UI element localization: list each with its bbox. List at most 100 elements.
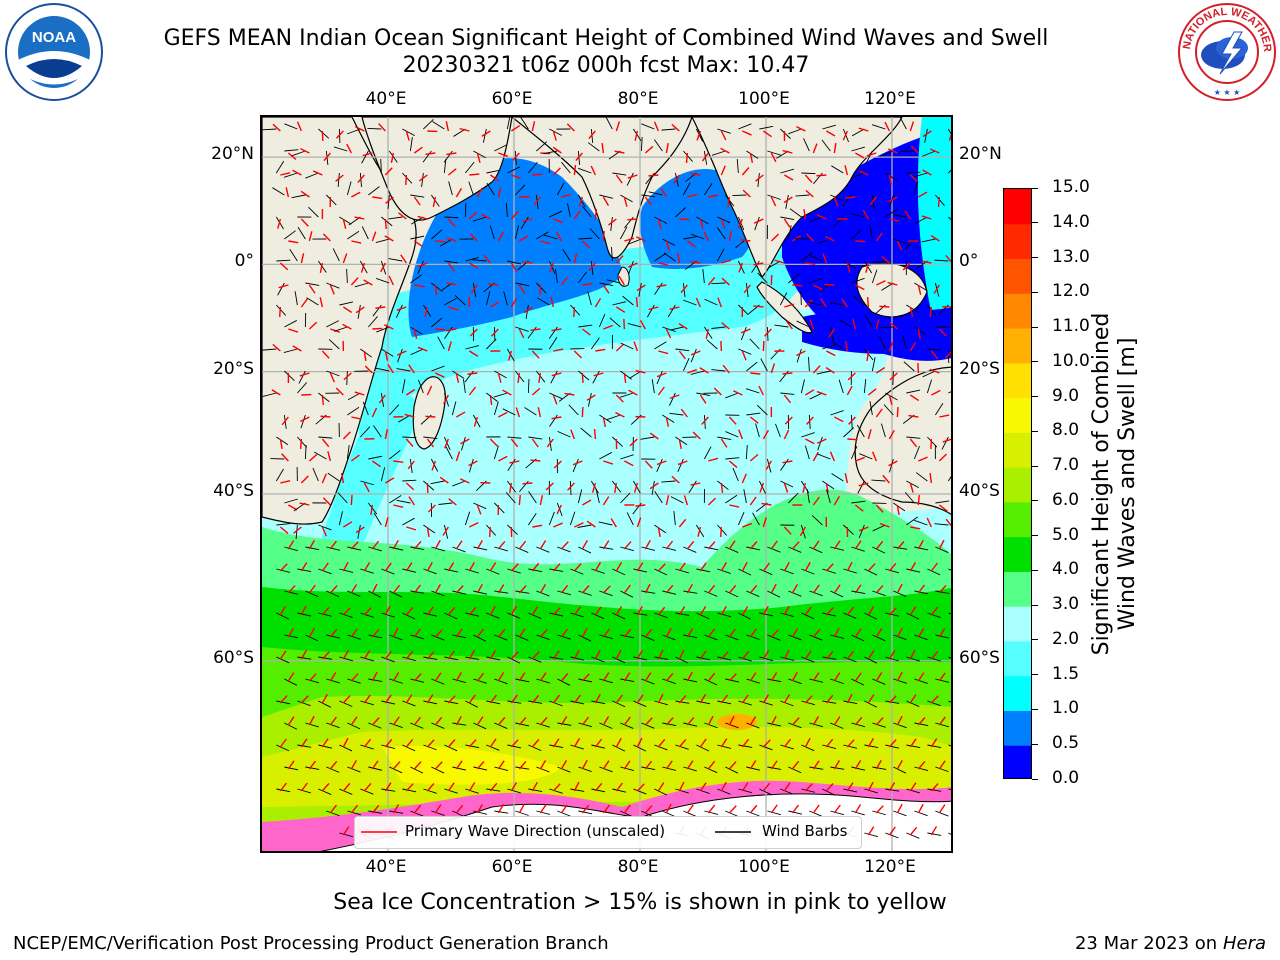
wave-direction-arrow [279,262,289,271]
wind-barb [829,302,844,306]
wind-barb [570,656,585,661]
wave-direction-arrow [603,460,614,465]
wind-barb [368,186,380,196]
wave-direction-arrow [623,541,632,550]
wind-barb [570,612,584,618]
wind-barb [326,590,340,598]
wind-barb [361,150,369,164]
wave-direction-arrow [952,395,953,399]
wave-direction-arrow [833,196,839,207]
wind-barb [927,700,941,707]
wave-direction-arrow [581,716,590,726]
wave-direction-arrow [657,606,666,616]
wave-direction-arrow [539,717,548,726]
wind-barb [465,700,479,708]
wave-direction-arrow [279,695,288,704]
wave-direction-arrow [855,240,866,243]
wave-direction-arrow [761,502,772,506]
wave-direction-arrow [728,628,736,638]
wave-direction-arrow [707,276,716,286]
wind-barb [612,568,626,576]
colorbar-tick-label: 13.0 [1052,246,1090,267]
wave-direction-arrow [539,584,547,594]
wind-barb [947,128,951,135]
wave-direction-arrow [825,694,834,704]
wind-barb [628,238,642,245]
wind-barb [591,788,606,793]
wind-barb [409,137,413,152]
wave-direction-arrow [669,306,680,310]
wave-direction-arrow [917,539,924,550]
wind-barb [318,612,333,617]
wind-barb [843,612,857,619]
wind-barb [380,467,386,482]
wind-barb [520,216,529,230]
wind-barb [696,216,709,225]
wave-direction-arrow [791,235,802,242]
wind-barb [662,678,676,684]
wind-barb [788,678,802,685]
wind-barb [326,320,340,328]
wave-direction-arrow [287,716,295,726]
lon-tick-top: 120°E [864,89,916,109]
wind-barb [368,678,383,682]
wind-barb [872,678,886,685]
wave-direction-arrow [944,351,951,359]
wind-barb [800,379,805,394]
wave-direction-arrow [476,583,483,594]
wind-barb [557,810,571,817]
wave-direction-arrow [833,584,841,594]
wind-barb [312,467,319,482]
wave-direction-arrow [518,672,526,682]
wind-barb [620,678,635,683]
wind-barb [941,436,949,450]
colorbar-tick-mark [1032,257,1038,259]
wave-direction-arrow [447,695,456,704]
wind-barb [732,194,747,196]
wind-barb [755,423,760,438]
wind-barb [725,766,739,774]
map-grid [262,117,951,851]
wind-barb [822,344,836,350]
wave-direction-arrow [350,541,359,550]
wind-barb [346,181,352,196]
wind-barb [389,810,404,814]
wind-barb [704,634,718,641]
wind-barb [468,458,474,473]
wave-direction-arrow [510,124,521,132]
wind-barb [759,612,774,617]
wave-direction-arrow [896,504,900,515]
wind-barb [736,159,739,174]
wind-barb [759,125,774,130]
wind-barb [864,788,878,794]
wind-barb [444,326,453,339]
wind-barb [485,291,491,306]
wind-barb [654,282,663,295]
wind-barb [619,392,634,398]
wave-direction-arrow [371,671,378,682]
wind-barb [337,492,348,504]
wind-barb [757,404,768,416]
wave-direction-arrow [875,805,884,814]
wind-barb [572,458,579,473]
wave-direction-arrow [678,562,686,572]
wind-barb [934,523,949,526]
wind-barb [528,744,542,752]
wave-direction-arrow [319,262,324,273]
wave-direction-arrow [812,760,820,770]
wave-direction-arrow [469,328,478,337]
wave-direction-arrow [929,368,940,374]
wind-barb [284,546,298,552]
wave-direction-arrow [909,482,914,493]
wave-direction-arrow [548,262,555,273]
wind-barb [326,194,337,206]
wave-direction-arrow [413,628,421,638]
wave-direction-arrow [855,456,865,462]
wind-barb [641,766,656,770]
wind-barb [893,590,907,597]
wave-direction-arrow [909,782,917,792]
wave-direction-arrow [847,438,858,441]
wind-barb [620,590,634,598]
wave-direction-arrow [917,584,925,594]
wind-barb [622,295,634,306]
